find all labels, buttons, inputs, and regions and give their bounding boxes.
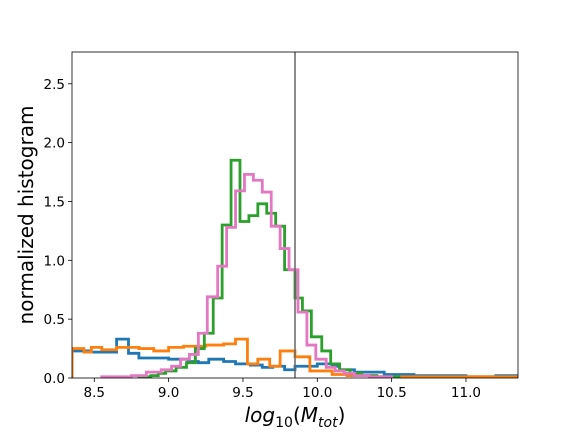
x-axis-label-base-subscript: 10 [275,415,293,431]
x-tick-label: 8.5 [84,385,105,401]
x-axis-label-open-paren: ( [293,403,301,427]
x-axis-label-log: log [245,403,276,427]
x-tick-label: 10.0 [302,385,332,401]
histogram-series-2 [72,337,518,378]
y-axis-label: normalized histogram [14,106,38,325]
y-tick-label: 1.0 [44,253,65,269]
histogram-series-4 [100,173,394,378]
y-tick-label: 0.5 [44,312,65,328]
y-axis-ticks: 0.0 0.5 1.0 1.5 2.0 2.5 [44,77,72,387]
histogram-series-3 [137,158,401,378]
x-axis-label: log10(Mtot) [245,403,346,431]
x-axis-ticks: 8.5 9.0 9.5 10.0 10.5 11.0 [84,378,481,401]
y-tick-label: 2.5 [44,77,65,93]
y-tick-label: 2.0 [44,136,65,152]
x-axis-label-variable-subscript: tot [318,415,338,431]
plot-area [72,52,518,378]
axes-frame [71,51,519,379]
histogram-series-1 [72,337,518,378]
y-tick-label: 1.5 [44,194,65,210]
x-tick-label: 10.5 [377,385,407,401]
x-tick-label: 9.0 [158,385,179,401]
y-tick-label: 0.0 [44,371,65,387]
x-axis-label-variable: M [301,403,318,427]
x-tick-label: 9.5 [232,385,253,401]
x-tick-label: 11.0 [451,385,481,401]
x-axis-label-close-paren: ) [338,403,346,427]
